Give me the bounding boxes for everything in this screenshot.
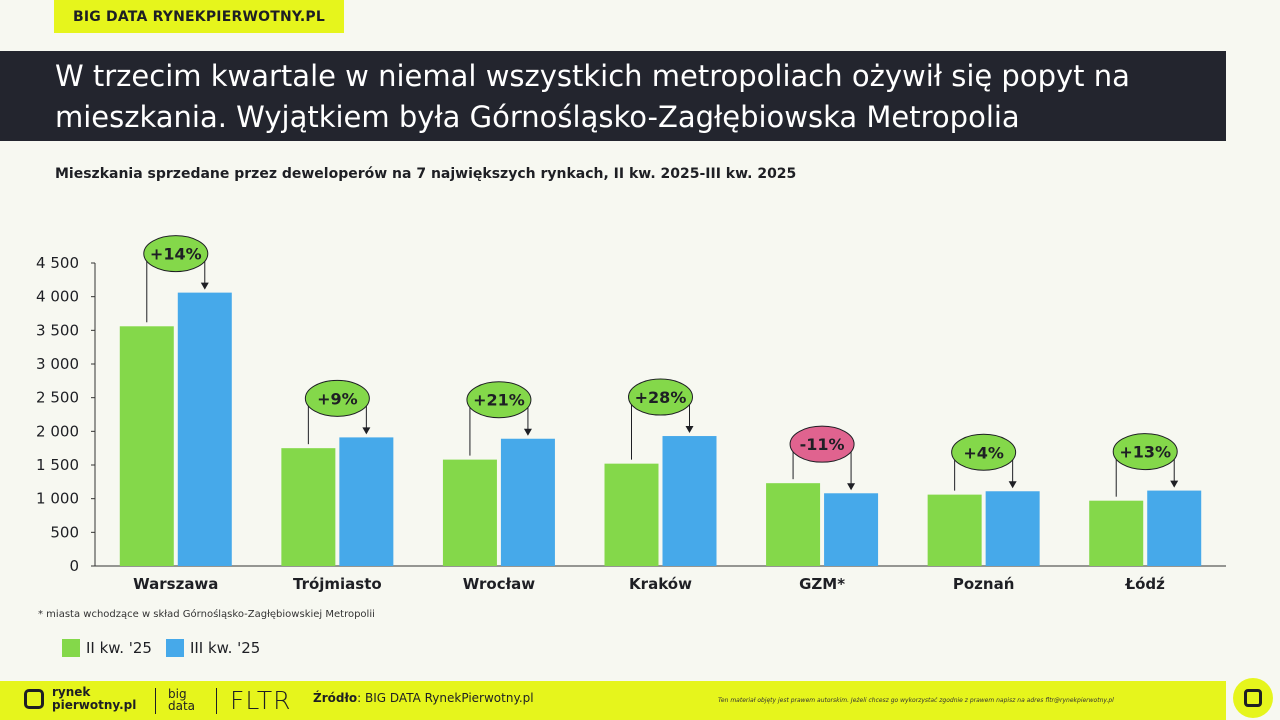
legend-label-q2: II kw. '25 <box>86 639 152 657</box>
title-bar <box>0 51 1226 141</box>
change-arrow-head <box>1170 480 1179 488</box>
bar-q2 <box>1089 500 1144 566</box>
bar-q3 <box>985 491 1040 566</box>
change-badge <box>628 378 693 416</box>
footer-divider <box>155 688 156 714</box>
source-label: Źródło <box>313 691 358 705</box>
brand-badge: BIG DATA RYNEKPIERWOTNY.PL <box>54 0 344 33</box>
x-tick-label: Wrocław <box>463 575 536 593</box>
brand-line2: pierwotny.pl <box>52 698 137 712</box>
brand-logo[interactable]: rynek pierwotny.pl <box>24 686 136 712</box>
bar-q3 <box>824 493 879 566</box>
bar-q3 <box>339 437 394 566</box>
y-tick-label: 3 500 <box>36 321 79 339</box>
change-label: +21% <box>473 391 525 410</box>
y-tick-label: 2 500 <box>36 389 79 407</box>
source-value: : BIG DATA RynekPierwotny.pl <box>357 691 534 705</box>
change-arrow-head <box>1008 481 1017 489</box>
change-arrow-head <box>523 428 532 436</box>
legend-item-q2: II kw. '25 <box>62 639 152 657</box>
change-label: +13% <box>1119 443 1171 462</box>
x-tick-label: Łódź <box>1125 575 1166 593</box>
y-tick-label: 4 000 <box>36 288 79 306</box>
change-badge <box>304 379 370 417</box>
y-tick-label: 1 000 <box>36 490 79 508</box>
change-arrow-head <box>362 427 371 435</box>
copyright-note: Ten materiał objęty jest prawem autorski… <box>718 697 1114 704</box>
y-tick-label: 0 <box>69 557 79 575</box>
chart-subtitle: Mieszkania sprzedane przez deweloperów n… <box>55 166 797 182</box>
bar-q3 <box>177 292 232 566</box>
y-tick-label: 1 500 <box>36 456 79 474</box>
x-tick-label: GZM* <box>799 575 845 593</box>
change-arrow-head <box>685 426 694 434</box>
legend-swatch-q2 <box>62 639 80 657</box>
source-note: Źródło: BIG DATA RynekPierwotny.pl <box>313 691 534 705</box>
y-tick-label: 3 000 <box>36 355 79 373</box>
bigdata-line2: data <box>168 699 196 713</box>
page-title: W trzecim kwartale w niemal wszystkich m… <box>55 59 1130 134</box>
x-tick-label: Warszawa <box>133 575 218 593</box>
y-tick-label: 500 <box>50 523 79 541</box>
change-arrow-head <box>200 282 209 290</box>
footnote: * miasta wchodzące w skład Górnośląsko-Z… <box>38 609 375 620</box>
change-badge <box>1112 433 1178 471</box>
change-badge <box>789 425 855 463</box>
rynekpierwotny-square-icon <box>1244 689 1262 707</box>
y-tick-label: 2 000 <box>36 422 79 440</box>
change-badge <box>951 433 1017 471</box>
y-tick-label: 4 500 <box>36 254 79 272</box>
corner-logo-button[interactable] <box>1233 678 1273 718</box>
change-label: +28% <box>635 388 687 407</box>
change-arrow-head <box>847 483 856 491</box>
chart-legend: II kw. '25 III kw. '25 <box>62 639 260 657</box>
x-tick-label: Kraków <box>629 575 692 593</box>
legend-swatch-q3 <box>165 639 184 657</box>
bar-q2 <box>442 459 497 566</box>
bar-q2 <box>766 483 821 566</box>
change-label: +9% <box>317 389 358 408</box>
change-label: -11% <box>800 435 845 454</box>
change-badge <box>466 381 532 419</box>
fltr-logo: FLTR <box>230 686 292 715</box>
brand-line1: rynek <box>52 685 91 699</box>
bar-q2 <box>119 326 174 566</box>
x-tick-label: Trójmiasto <box>293 575 382 593</box>
legend-item-q3: III kw. '25 <box>165 639 261 657</box>
bar-q2 <box>604 463 659 566</box>
bar-q3 <box>500 438 555 566</box>
change-label: +4% <box>963 443 1004 462</box>
bar-q2 <box>281 448 336 566</box>
bigdata-line1: big <box>168 687 187 701</box>
legend-label-q3: III kw. '25 <box>189 639 261 657</box>
footer-bar <box>0 681 1226 720</box>
bar-q3 <box>662 436 717 566</box>
rynekpierwotny-logo-icon <box>24 689 44 709</box>
x-tick-label: Poznań <box>953 575 1015 593</box>
change-label: +14% <box>150 245 202 264</box>
bigdata-logo: big data <box>168 688 195 712</box>
bar-q3 <box>1147 490 1202 566</box>
bar-q2 <box>927 494 982 566</box>
change-badge <box>143 235 209 273</box>
footer-divider <box>216 688 217 714</box>
